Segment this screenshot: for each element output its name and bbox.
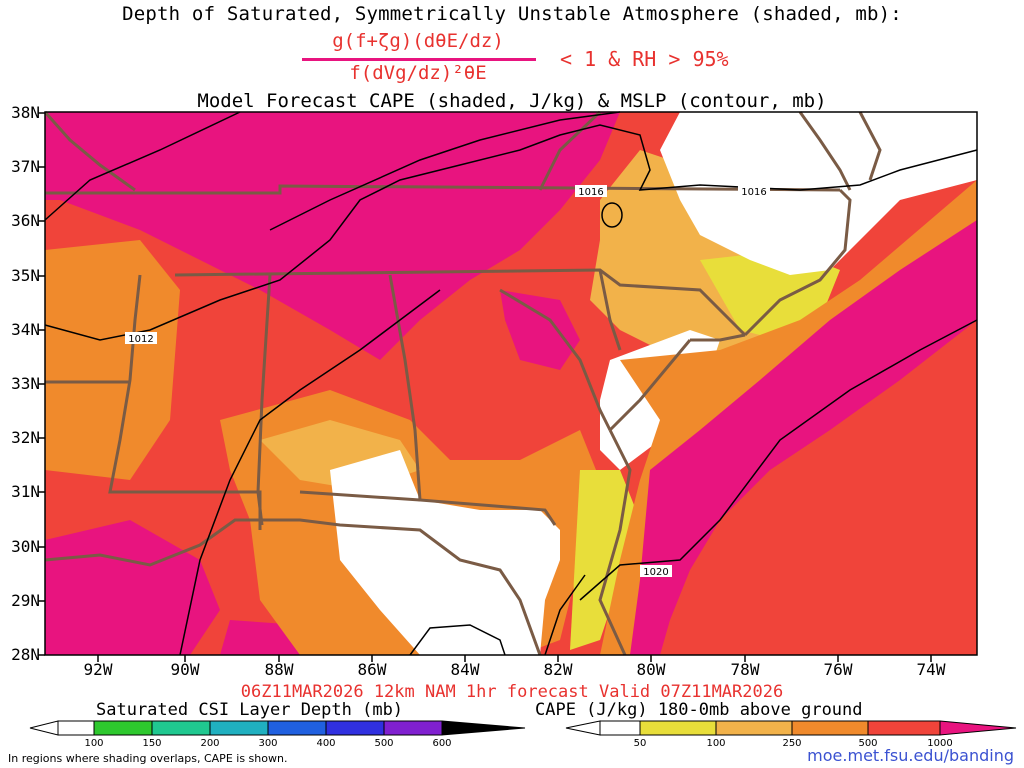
cape-tick-50: 50 — [633, 738, 647, 749]
lat-label-33n: 33N — [11, 374, 40, 393]
lat-label-34n: 34N — [11, 320, 40, 339]
valid-time-line: 06Z11MAR2026 12km NAM 1hr forecast Valid… — [240, 682, 784, 702]
lon-label-88w: 88W — [264, 660, 294, 679]
coast-gulf — [44, 518, 542, 656]
coast-delmarva — [858, 111, 882, 181]
coast-sc — [690, 333, 746, 342]
csi-tick-500: 500 — [374, 738, 394, 749]
lon-label-90w: 90W — [170, 660, 200, 679]
border-va-nc-west — [538, 110, 602, 191]
coast-chesapeake — [798, 111, 852, 191]
cape-legend-label: CAPE (J/kg) 180-0mb above ground — [535, 700, 863, 720]
csi-tick-150: 150 — [142, 738, 162, 749]
lon-label-84w: 84W — [450, 660, 480, 679]
lat-label-36n: 36N — [11, 211, 40, 230]
csi-tick-200: 200 — [200, 738, 220, 749]
isobar-labels: 1016 1016 1012 1020 — [125, 185, 770, 578]
title-line-1: Depth of Saturated, Symmetrically Unstab… — [122, 3, 902, 25]
lon-label-82w: 82W — [543, 660, 573, 679]
lat-label-35n: 35N — [11, 266, 40, 285]
cape-magenta-georgia — [500, 290, 580, 370]
csi-tick-400: 400 — [316, 738, 336, 749]
lon-label-92w: 92W — [83, 660, 113, 679]
lon-label-80w: 80W — [636, 660, 666, 679]
isobar-florida — [544, 574, 586, 656]
lat-label-37n: 37N — [11, 157, 40, 176]
border-tn-south — [174, 268, 747, 337]
isobar-1016 — [44, 124, 978, 341]
cape-colorbar — [565, 720, 1017, 736]
lon-label-74w: 74W — [916, 660, 946, 679]
border-mississippi-west — [108, 274, 262, 530]
border-mo — [43, 111, 136, 192]
formula-numerator: g(f+ζg)(dθE/dz) — [332, 30, 504, 52]
overlap-footnote: In regions where shading overlaps, CAPE … — [8, 752, 288, 765]
isobar-closed-south — [409, 624, 506, 656]
border-ga-sc — [499, 288, 612, 431]
csi-legend-label: Saturated CSI Layer Depth (mb) — [96, 700, 404, 720]
coast-ga-sc — [608, 339, 692, 432]
axis-ticks — [38, 112, 932, 662]
lat-label-38n: 38N — [11, 103, 40, 122]
cape-tick-100: 100 — [706, 738, 726, 749]
lat-label-28n: 28N — [11, 645, 40, 664]
cape-tick-1000: 1000 — [927, 738, 953, 749]
cape-magenta-atlantic — [630, 220, 977, 655]
lat-label-32n: 32N — [11, 428, 40, 447]
csi-tick-600: 600 — [432, 738, 452, 749]
isobar-1020 — [579, 319, 978, 601]
formula-fraction-bar — [302, 58, 536, 61]
isobar-small-closed — [601, 202, 623, 228]
title-line-3: Model Forecast CAPE (shaded, J/kg) & MSL… — [197, 90, 827, 112]
isobar-1012 — [179, 289, 441, 656]
source-url-link[interactable]: moe.met.fsu.edu/banding — [807, 746, 1014, 765]
border-nc-sc — [598, 269, 622, 351]
isobar-label-1016a: 1016 — [578, 187, 603, 198]
coast-carolinas — [743, 188, 852, 337]
border-al-ga — [388, 274, 557, 526]
map-area: 1016 1016 1012 1020 — [38, 110, 978, 662]
csi-colorbar — [29, 720, 526, 736]
lon-label-78w: 78W — [730, 660, 760, 679]
cape-orange-west — [45, 240, 180, 480]
lat-label-30n: 30N — [11, 537, 40, 556]
lat-label-29n: 29N — [11, 591, 40, 610]
isobar-north — [269, 111, 621, 231]
isobars — [44, 111, 978, 656]
state-borders — [43, 110, 882, 656]
coast-florida-east — [598, 429, 632, 656]
isobar-label-1012: 1012 — [128, 334, 153, 345]
cape-low-florida — [330, 450, 560, 655]
cape-tick-500: 500 — [858, 738, 878, 749]
csi-tick-300: 300 — [258, 738, 278, 749]
formula-denominator: f(dVg/dz)²θE — [349, 62, 487, 84]
border-al-fl — [299, 490, 421, 502]
formula-condition: < 1 & RH > 95% — [560, 47, 729, 71]
lon-label-76w: 76W — [823, 660, 853, 679]
isobar-label-1020: 1020 — [643, 567, 668, 578]
cape-low-northeast — [660, 112, 977, 275]
border-ms-al — [256, 274, 272, 526]
csi-tick-100: 100 — [84, 738, 104, 749]
isobar-northwest — [44, 111, 241, 221]
lat-label-31n: 31N — [11, 482, 40, 501]
lon-label-86w: 86W — [357, 660, 387, 679]
cape-tick-250: 250 — [782, 738, 802, 749]
isobar-label-1016b: 1016 — [741, 187, 766, 198]
